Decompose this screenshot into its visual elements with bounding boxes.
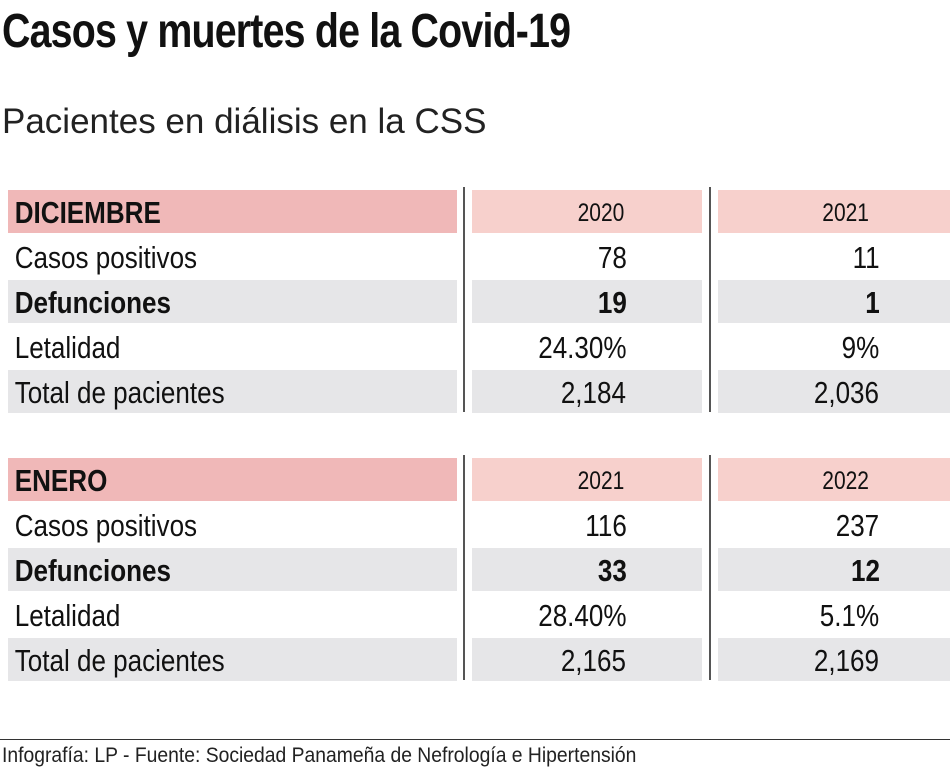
table-row: Total de pacientes 2,184 2,036 <box>0 370 950 413</box>
row-value: 19 <box>472 280 702 323</box>
row-label: Casos positivos <box>8 503 457 546</box>
row-value: 24.30% <box>472 325 702 368</box>
table-header-label: DICIEMBRE <box>8 190 457 233</box>
column-divider <box>709 455 711 680</box>
row-value-text: 237 <box>835 508 880 543</box>
table-header-row: DICIEMBRE 2020 2021 <box>0 190 950 233</box>
table-row: Letalidad 24.30% 9% <box>0 325 950 368</box>
table-row: Letalidad 28.40% 5.1% <box>0 593 950 636</box>
row-label: Letalidad <box>8 593 457 636</box>
row-value-text: 2,036 <box>814 375 880 410</box>
footer-divider <box>0 739 950 740</box>
table-row: Defunciones 19 1 <box>0 280 950 323</box>
row-value-text: 19 <box>597 285 627 320</box>
row-label: Letalidad <box>8 325 457 368</box>
column-header-year-text: 2020 <box>577 199 625 227</box>
table-header-label-text: DICIEMBRE <box>14 195 161 230</box>
row-value-text: 12 <box>850 553 880 588</box>
row-label-text: Defunciones <box>14 285 171 320</box>
row-value: 9% <box>718 325 950 368</box>
column-divider <box>463 455 465 680</box>
row-value-text: 24.30% <box>538 330 627 365</box>
row-value: 116 <box>472 503 702 546</box>
row-value: 1 <box>718 280 950 323</box>
page-title: Casos y muertes de la Covid-19 <box>2 5 571 58</box>
column-divider <box>463 187 465 412</box>
row-label-text: Total de pacientes <box>14 375 225 410</box>
row-label: Total de pacientes <box>8 370 457 413</box>
row-value-text: 5.1% <box>820 598 880 633</box>
column-header-year: 2021 <box>472 458 702 501</box>
table-row: Defunciones 33 12 <box>0 548 950 591</box>
row-value-text: 2,165 <box>561 643 627 678</box>
row-value-text: 1 <box>864 285 880 320</box>
row-label-text: Letalidad <box>14 598 121 633</box>
row-label-text: Defunciones <box>14 553 171 588</box>
footer-credit: Infografía: LP - Fuente: Sociedad Paname… <box>2 744 637 767</box>
row-value: 33 <box>472 548 702 591</box>
row-label-text: Letalidad <box>14 330 121 365</box>
table-header-label-text: ENERO <box>14 463 108 498</box>
row-value: 2,184 <box>472 370 702 413</box>
page-subtitle: Pacientes en diálisis en la CSS <box>2 102 487 141</box>
row-value: 2,169 <box>718 638 950 681</box>
row-label-text: Casos positivos <box>14 508 198 543</box>
row-value-text: 2,169 <box>814 643 880 678</box>
row-value-text: 2,184 <box>561 375 627 410</box>
column-header-year-text: 2021 <box>577 467 625 495</box>
column-header-year: 2021 <box>718 190 950 233</box>
table-row: Total de pacientes 2,165 2,169 <box>0 638 950 681</box>
column-header-year-text: 2022 <box>822 467 870 495</box>
row-value: 2,036 <box>718 370 950 413</box>
row-label-text: Casos positivos <box>14 240 198 275</box>
table-row: Casos positivos 78 11 <box>0 235 950 278</box>
row-value: 2,165 <box>472 638 702 681</box>
row-label: Casos positivos <box>8 235 457 278</box>
row-value: 12 <box>718 548 950 591</box>
table-header-row: ENERO 2021 2022 <box>0 458 950 501</box>
table-row: Casos positivos 116 237 <box>0 503 950 546</box>
row-label: Total de pacientes <box>8 638 457 681</box>
row-value-text: 28.40% <box>538 598 627 633</box>
row-value-text: 9% <box>841 330 880 365</box>
row-label: Defunciones <box>8 548 457 591</box>
row-label-text: Total de pacientes <box>14 643 225 678</box>
column-header-year: 2022 <box>718 458 950 501</box>
column-header-year: 2020 <box>472 190 702 233</box>
column-divider <box>709 187 711 412</box>
row-value-text: 11 <box>852 240 880 275</box>
row-value-text: 33 <box>597 553 627 588</box>
column-header-year-text: 2021 <box>822 199 870 227</box>
row-value-text: 116 <box>584 508 627 543</box>
table-header-label: ENERO <box>8 458 457 501</box>
row-value: 11 <box>718 235 950 278</box>
row-value: 28.40% <box>472 593 702 636</box>
row-value: 78 <box>472 235 702 278</box>
row-value-text: 78 <box>597 240 627 275</box>
row-value: 5.1% <box>718 593 950 636</box>
row-label: Defunciones <box>8 280 457 323</box>
row-value: 237 <box>718 503 950 546</box>
